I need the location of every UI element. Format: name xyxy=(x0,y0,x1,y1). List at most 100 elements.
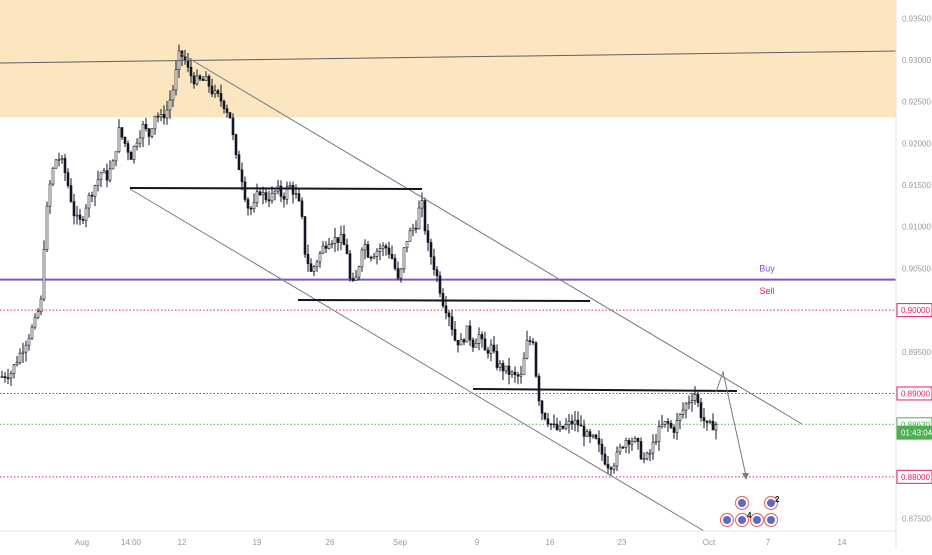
candle-body xyxy=(303,216,307,255)
channel-upper-line[interactable] xyxy=(179,52,803,425)
candle xyxy=(384,243,388,256)
candle-body xyxy=(99,172,103,180)
candle xyxy=(558,420,562,433)
candle xyxy=(519,365,523,384)
event-badge[interactable] xyxy=(734,495,750,511)
candle xyxy=(3,372,7,383)
candle xyxy=(24,340,28,362)
candle-body xyxy=(465,325,469,343)
candle-body xyxy=(279,185,283,197)
candle xyxy=(66,168,70,189)
candle-body xyxy=(168,99,172,111)
candle xyxy=(714,421,718,440)
candle-body xyxy=(684,403,688,411)
candle-body xyxy=(21,351,25,354)
candle-body xyxy=(315,261,319,268)
candle xyxy=(75,205,79,225)
price-tag: 0.90000 xyxy=(896,303,932,318)
candle xyxy=(471,337,475,352)
candle-body xyxy=(288,185,292,188)
event-badge[interactable] xyxy=(749,512,765,528)
candle-body xyxy=(318,252,322,263)
candle xyxy=(699,397,703,422)
resistance-trendline[interactable] xyxy=(0,50,897,64)
candle xyxy=(600,438,604,461)
candle-body xyxy=(120,127,124,138)
candle-body xyxy=(300,200,304,217)
candle-body xyxy=(261,192,265,196)
horizontal-level-2[interactable] xyxy=(297,299,591,302)
candle xyxy=(507,357,511,385)
candle-body xyxy=(153,115,157,130)
candle xyxy=(72,193,76,225)
candle xyxy=(408,227,412,242)
candle-body xyxy=(201,78,205,81)
candle-body xyxy=(285,186,289,200)
candle xyxy=(282,192,286,208)
candle xyxy=(36,308,40,320)
candle xyxy=(675,412,679,440)
horizontal-level-3[interactable] xyxy=(472,388,738,392)
flag-icon xyxy=(753,516,761,524)
candle-body xyxy=(159,114,163,118)
price-tick-label: 0.93000 xyxy=(902,56,931,65)
candle xyxy=(105,163,109,188)
candle-body xyxy=(543,412,547,420)
candle xyxy=(429,238,433,265)
time-tick-label: 16 xyxy=(546,538,555,547)
candle xyxy=(618,443,622,455)
candle-body xyxy=(609,467,613,470)
candle-body xyxy=(273,190,277,194)
projection-path[interactable] xyxy=(715,370,747,477)
flag-icon xyxy=(723,516,731,524)
candle-body xyxy=(33,317,37,328)
candle-body xyxy=(27,337,31,346)
price-tick-label: 0.93500 xyxy=(902,14,931,23)
candle xyxy=(657,420,661,451)
candle-body xyxy=(450,316,454,330)
candle-body xyxy=(498,363,502,368)
buy-line-label: Buy xyxy=(759,264,775,274)
drawings xyxy=(0,50,897,532)
price-tick-label: 0.92500 xyxy=(902,98,931,107)
candle-body xyxy=(129,152,133,160)
candle-body xyxy=(591,434,595,437)
price-tick-label: 0.90500 xyxy=(902,264,931,273)
candle-body xyxy=(69,185,73,202)
candle-body xyxy=(258,191,262,196)
candle-body xyxy=(528,340,532,342)
candle xyxy=(624,437,628,454)
candle-body xyxy=(636,438,640,442)
candle-body xyxy=(483,338,487,351)
candle xyxy=(690,392,694,412)
price-tag: 01:43:04 xyxy=(896,425,932,440)
candle xyxy=(531,338,535,346)
event-badge[interactable] xyxy=(734,512,750,528)
candle-body xyxy=(405,241,409,249)
candle-body xyxy=(690,400,694,403)
event-badge[interactable] xyxy=(763,512,779,528)
candle xyxy=(528,336,532,346)
candle xyxy=(615,446,619,472)
candle xyxy=(117,119,121,154)
candle-body xyxy=(60,157,64,160)
event-badge[interactable] xyxy=(763,495,779,511)
candle-body xyxy=(369,256,373,259)
channel-lower-line[interactable] xyxy=(129,188,705,532)
candle xyxy=(63,153,67,181)
event-badge[interactable] xyxy=(719,512,735,528)
candle xyxy=(249,205,253,216)
candle xyxy=(120,127,124,140)
candle xyxy=(663,421,667,428)
candle-body xyxy=(192,75,196,85)
horizontal-level-1[interactable] xyxy=(129,187,423,190)
candle xyxy=(222,99,226,114)
price-tick-label: 0.91000 xyxy=(902,223,931,232)
time-axis: Aug 14:00 12 19 26 Sep 9 16 23 Oct 7 14 xyxy=(75,538,847,547)
candle-body xyxy=(447,312,451,318)
candle-body xyxy=(75,214,79,217)
candle xyxy=(585,429,589,437)
candle-body xyxy=(534,342,538,377)
